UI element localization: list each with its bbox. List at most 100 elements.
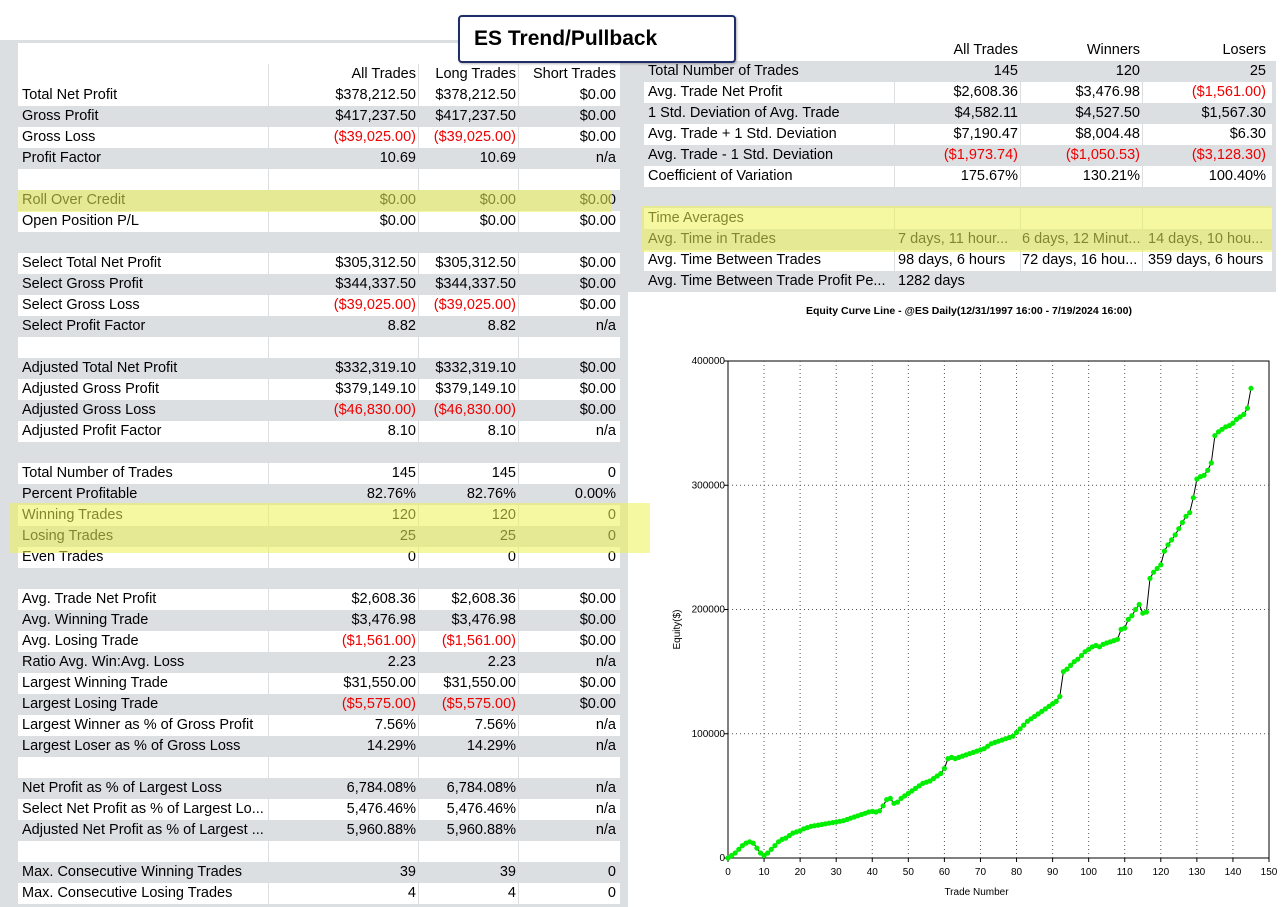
row-value: n/a (595, 654, 616, 670)
x-tick-label: 140 (1225, 867, 1242, 878)
row-value: 0 (607, 885, 616, 901)
spacer-row (18, 232, 620, 253)
row-value: 0.00% (574, 486, 616, 502)
row-value: $305,312.50 (435, 255, 516, 271)
equity-point (1176, 526, 1182, 532)
row-value: 0 (507, 549, 516, 565)
time-row: Avg. Time Between Trade Profit Pe... 1282… (644, 271, 1272, 292)
equity-point (1114, 636, 1121, 642)
row-value: $378,212.50 (435, 87, 516, 103)
x-tick-label: 130 (1189, 867, 1206, 878)
row-value: n/a (595, 822, 616, 838)
row-value: 2.23 (487, 654, 516, 670)
table-row: Ratio Avg. Win:Avg. Loss 2.23 2.23 n/a (18, 652, 620, 673)
row-value: $344,337.50 (335, 276, 416, 292)
table-row: Avg. Trade Net Profit $2,608.36 $2,608.36 $… (18, 589, 620, 610)
equity-point (1122, 625, 1128, 631)
table-row: Avg. Losing Trade ($1,561.00) ($1,561.00) $… (18, 631, 620, 652)
row-value: ($39,025.00) (433, 297, 516, 313)
highlight-trades-percent (10, 503, 650, 553)
row-value: ($46,830.00) (333, 402, 416, 418)
performance-table: All Trades Long Trades Short Trades Total N… (10, 40, 650, 907)
strategy-title: ES Trend/Pullback (474, 27, 658, 50)
row-value: 8.82 (487, 318, 516, 334)
row-value: $0.00 (579, 696, 616, 712)
row-label: Avg. Trade - 1 Std. Deviation (648, 147, 834, 163)
y-tick-label: 100000 (692, 729, 726, 740)
equity-point (912, 785, 919, 791)
spacer-row (18, 568, 620, 589)
column-header: All Trades (351, 66, 416, 82)
row-value: 2.23 (387, 654, 416, 670)
table-row: 1 Std. Deviation of Avg. Trade $4,582.11 $… (644, 103, 1272, 124)
row-label: Largest Winning Trade (22, 675, 168, 691)
x-tick-label: 90 (1047, 867, 1059, 878)
equity-point (1201, 472, 1207, 478)
row-label: Total Number of Trades (22, 465, 173, 481)
equity-point (754, 845, 760, 851)
y-tick-label: 400000 (692, 356, 726, 367)
table-row: Adjusted Gross Profit $379,149.10 $379,149… (18, 379, 620, 400)
table-row: Select Gross Loss ($39,025.00) ($39,025.00… (18, 295, 620, 316)
row-value: 7.56% (474, 717, 516, 733)
row-value: $8,004.48 (1075, 126, 1140, 142)
row-value: $0.00 (579, 591, 616, 607)
equity-point (768, 846, 774, 852)
equity-point (1064, 666, 1070, 672)
row-value: 359 days, 6 hours (1148, 252, 1264, 268)
row-value: 82.76% (366, 486, 416, 502)
row-value: ($39,025.00) (433, 129, 516, 145)
equity-point (1161, 548, 1167, 554)
equity-point (1187, 510, 1193, 516)
equity-point (765, 850, 771, 856)
equity-point (941, 765, 947, 772)
row-label: Select Net Profit as % of Largest Lo... (22, 801, 264, 817)
row-label: Select Gross Profit (22, 276, 143, 292)
table-row: Avg. Trade - 1 Std. Deviation ($1,973.74)… (644, 145, 1272, 166)
row-label: Largest Loser as % of Gross Loss (22, 738, 241, 754)
row-value: ($1,973.74) (943, 147, 1018, 163)
row-value: ($1,561.00) (441, 633, 516, 649)
equity-point (1075, 656, 1081, 662)
row-value: 14.29% (466, 738, 516, 754)
equity-point (1129, 613, 1135, 619)
column-header: All Trades (953, 42, 1018, 58)
strategy-performance-report: All Trades Long Trades Short Trades Total N… (0, 40, 650, 907)
row-value: $0.00 (579, 612, 616, 628)
row-value: 5,960.88% (346, 822, 416, 838)
row-value: $3,476.98 (1075, 84, 1140, 100)
equity-point (1248, 385, 1254, 391)
row-value: 14.29% (366, 738, 416, 754)
row-value: ($5,575.00) (441, 696, 516, 712)
x-tick-label: 10 (759, 867, 771, 878)
equity-curve-chart: 0 10 20 30 40 50 60 70 80 90 100 110 120 130 140 150 0 10… (672, 356, 1278, 898)
column-divider (1142, 61, 1143, 292)
table-row: Avg. Winning Trade $3,476.98 $3,476.98 $0.0… (18, 610, 620, 631)
row-value: $332,319.10 (335, 360, 416, 376)
table-row: Adjusted Profit Factor 8.10 8.10 n/a (18, 421, 620, 442)
table-row: Max. Consecutive Losing Trades 4 4 0 (18, 883, 620, 904)
table-row: Largest Winner as % of Gross Profit 7.56%… (18, 715, 620, 736)
row-value: $332,319.10 (435, 360, 516, 376)
table-row: Max. Consecutive Winning Trades 39 39 0 (18, 862, 620, 883)
row-value: $4,582.11 (954, 105, 1018, 121)
row-value: $2,608.36 (953, 84, 1018, 100)
x-tick-label: 40 (867, 867, 879, 878)
row-value: ($1,561.00) (1191, 84, 1266, 100)
equity-point (1179, 519, 1185, 526)
row-value: $6.30 (1229, 126, 1266, 142)
row-label: Avg. Trade + 1 Std. Deviation (648, 126, 837, 142)
row-value: 4 (507, 885, 516, 901)
row-value: ($1,561.00) (341, 633, 416, 649)
highlight-profit-factor (18, 190, 612, 212)
row-value: 5,476.46% (346, 801, 416, 817)
row-value: 1282 days (898, 273, 965, 289)
row-value: 175.67% (960, 168, 1018, 184)
row-value: n/a (595, 318, 616, 334)
row-label: Total Net Profit (22, 87, 118, 103)
equity-point (894, 799, 901, 805)
row-value: 39 (399, 864, 416, 880)
row-value: n/a (595, 738, 616, 754)
row-value: ($5,575.00) (341, 696, 416, 712)
x-tick-label: 0 (725, 867, 731, 878)
